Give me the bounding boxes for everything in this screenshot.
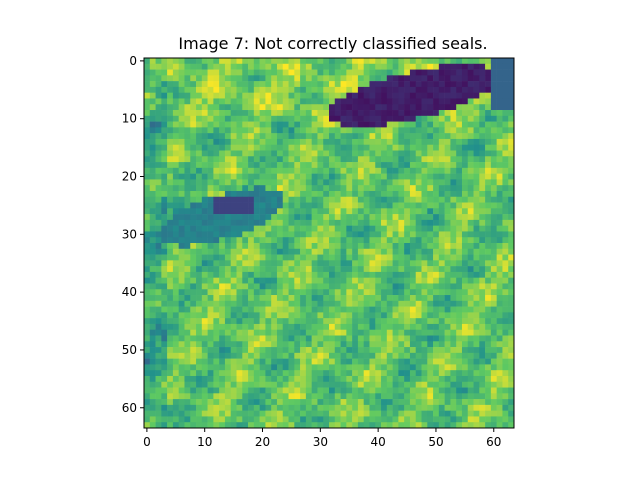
x-tick-label: 20 bbox=[255, 435, 270, 449]
x-tick-label: 60 bbox=[486, 435, 501, 449]
x-tick-label: 30 bbox=[313, 435, 328, 449]
x-tick-label: 50 bbox=[428, 435, 443, 449]
x-tick-label: 0 bbox=[143, 435, 151, 449]
x-axis: 0 10 20 30 40 50 60 bbox=[143, 428, 501, 449]
seal-image-pixels bbox=[144, 58, 515, 429]
y-tick-label: 60 bbox=[122, 401, 137, 415]
x-tick-label: 10 bbox=[197, 435, 212, 449]
y-tick-label: 10 bbox=[122, 112, 137, 126]
y-tick-label: 30 bbox=[122, 227, 137, 241]
y-tick-label: 40 bbox=[122, 285, 137, 299]
y-tick-label: 50 bbox=[122, 343, 137, 357]
image-axes bbox=[143, 57, 515, 429]
axes-frame bbox=[143, 57, 515, 429]
x-tick-label: 40 bbox=[371, 435, 386, 449]
y-tick-label: 20 bbox=[122, 170, 137, 184]
y-axis: 0 10 20 30 40 50 60 bbox=[122, 54, 144, 415]
figure-title: Image 7: Not correctly classified seals. bbox=[178, 34, 487, 53]
y-tick-label: 0 bbox=[129, 54, 137, 68]
